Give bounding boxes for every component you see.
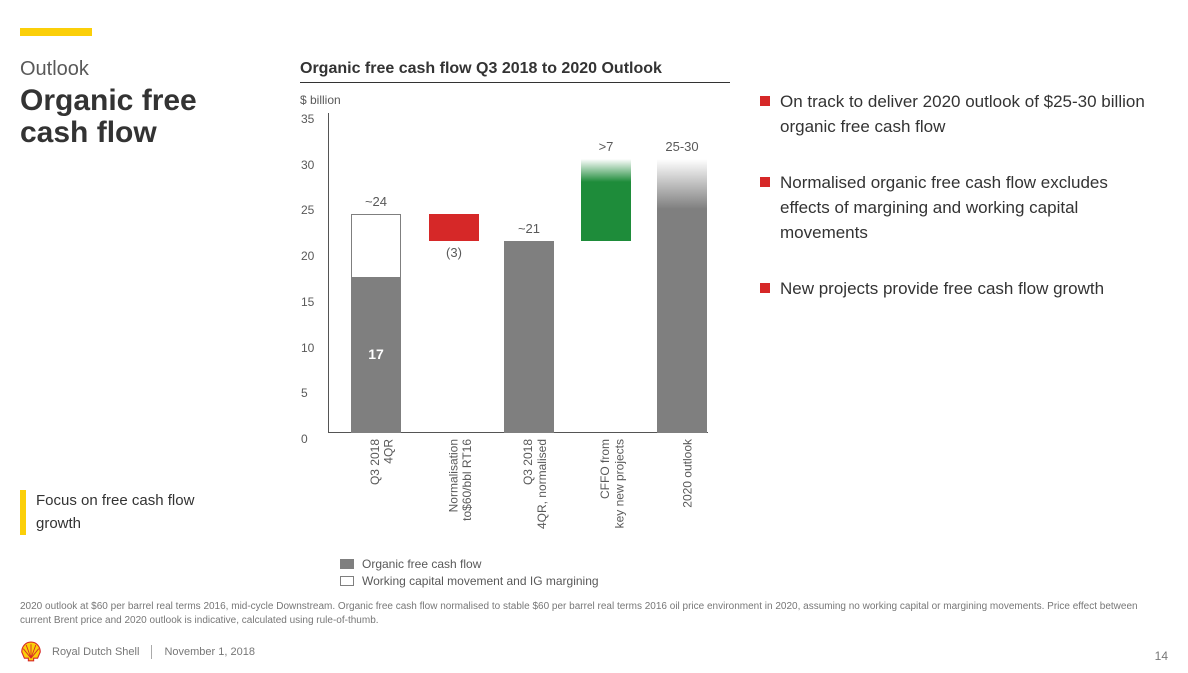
accent-bar bbox=[20, 28, 92, 36]
y-tick: 30 bbox=[301, 158, 314, 172]
waterfall-chart: Organic free cash flow Q3 2018 to 2020 O… bbox=[300, 60, 730, 591]
y-tick: 5 bbox=[301, 386, 308, 400]
footer: Royal Dutch Shell November 1, 2018 bbox=[20, 641, 1168, 663]
y-tick: 15 bbox=[301, 295, 314, 309]
bar-value-label: ~24 bbox=[346, 194, 406, 209]
bullet-marker bbox=[760, 177, 770, 187]
x-tick-label: Q3 2018 bbox=[368, 439, 382, 485]
bar-segment bbox=[504, 241, 554, 433]
bullet-list: On track to deliver 2020 outlook of $25-… bbox=[760, 90, 1160, 334]
bullet-marker bbox=[760, 96, 770, 106]
left-column: Outlook Organic free cash flow bbox=[20, 58, 270, 148]
bar-value-label: ~21 bbox=[499, 221, 559, 236]
legend-swatch bbox=[340, 559, 354, 569]
x-tick-label: Normalisation bbox=[446, 439, 460, 512]
bar-segment bbox=[429, 214, 479, 241]
y-tick: 20 bbox=[301, 249, 314, 263]
x-tick-label: 4QR bbox=[382, 439, 396, 464]
y-tick: 35 bbox=[301, 112, 314, 126]
bullet-item: Normalised organic free cash flow exclud… bbox=[760, 171, 1160, 245]
chart-title: Organic free cash flow Q3 2018 to 2020 O… bbox=[300, 60, 730, 83]
bullet-item: On track to deliver 2020 outlook of $25-… bbox=[760, 90, 1160, 139]
footnote: 2020 outlook at $60 per barrel real term… bbox=[20, 600, 1168, 627]
chart-legend: Organic free cash flow Working capital mo… bbox=[340, 557, 730, 588]
footer-date: November 1, 2018 bbox=[164, 646, 255, 658]
legend-label: Organic free cash flow bbox=[362, 557, 481, 571]
callout-accent bbox=[20, 490, 26, 535]
plot-area: 0510152025303517~24(3)~21>725-30 bbox=[328, 113, 708, 433]
bullet-item: New projects provide free cash flow grow… bbox=[760, 277, 1160, 302]
bullet-text: On track to deliver 2020 outlook of $25-… bbox=[780, 90, 1160, 139]
bar-segment bbox=[581, 182, 631, 241]
bar-segment bbox=[351, 214, 401, 278]
page-number: 14 bbox=[1155, 649, 1168, 663]
footer-company: Royal Dutch Shell bbox=[52, 646, 139, 658]
title-line1: Organic free bbox=[20, 84, 197, 117]
bar-segment: 17 bbox=[351, 278, 401, 433]
y-tick: 10 bbox=[301, 341, 314, 355]
x-axis-labels: Q3 20184QRNormalisationto$60/bbl RT16Q3 … bbox=[328, 433, 708, 553]
callout-text: Focus on free cash flow growth bbox=[36, 490, 240, 535]
bar-segment bbox=[657, 159, 707, 209]
x-tick-label: CFFO from bbox=[598, 439, 612, 499]
page-title: Organic free cash flow bbox=[20, 85, 270, 148]
page-subtitle: Outlook bbox=[20, 58, 270, 81]
bar-segment bbox=[581, 159, 631, 182]
x-tick-label: Q3 2018 bbox=[521, 439, 535, 485]
bullet-text: New projects provide free cash flow grow… bbox=[780, 277, 1104, 302]
bar-value-label: 25-30 bbox=[652, 139, 712, 154]
shell-logo-icon bbox=[20, 641, 42, 663]
y-tick: 25 bbox=[301, 203, 314, 217]
x-tick-label: 4QR, normalised bbox=[535, 439, 549, 529]
x-tick-label: key new projects bbox=[612, 439, 626, 528]
bullet-text: Normalised organic free cash flow exclud… bbox=[780, 171, 1160, 245]
legend-item: Organic free cash flow bbox=[340, 557, 730, 571]
callout: Focus on free cash flow growth bbox=[20, 490, 240, 535]
legend-label: Working capital movement and IG marginin… bbox=[362, 574, 599, 588]
y-tick: 0 bbox=[301, 432, 308, 446]
bullet-marker bbox=[760, 283, 770, 293]
x-tick-label: 2020 outlook bbox=[681, 439, 695, 508]
bar-inner-label: 17 bbox=[351, 346, 401, 362]
bar-value-label: >7 bbox=[576, 139, 636, 154]
footer-separator bbox=[151, 645, 152, 659]
bar-segment bbox=[657, 209, 707, 433]
legend-swatch bbox=[340, 576, 354, 586]
y-axis-label: $ billion bbox=[300, 93, 730, 107]
title-line2: cash flow bbox=[20, 116, 157, 149]
x-tick-label: to$60/bbl RT16 bbox=[460, 439, 474, 521]
legend-item: Working capital movement and IG marginin… bbox=[340, 574, 730, 588]
bar-value-label: (3) bbox=[424, 245, 484, 260]
